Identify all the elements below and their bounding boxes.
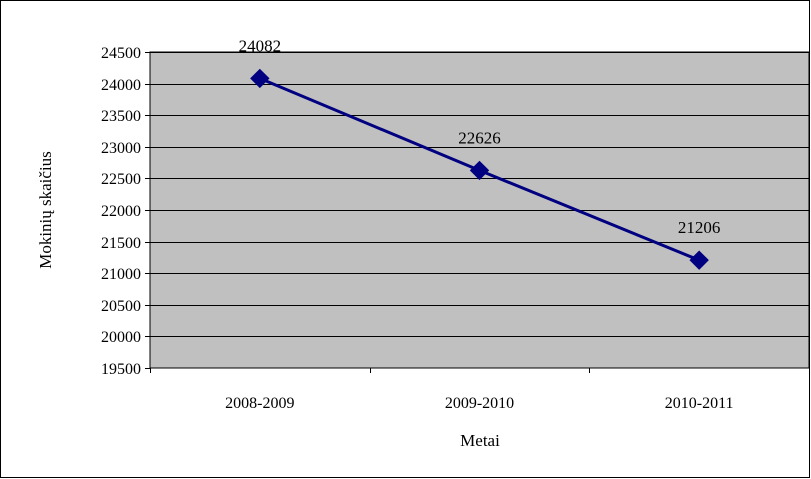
data-label: 21206	[678, 218, 721, 237]
gridlines	[150, 52, 809, 337]
y-tick-label: 20000	[101, 329, 141, 346]
y-tick-label: 21000	[101, 266, 141, 283]
y-tick-label: 22500	[101, 171, 141, 188]
data-label: 24082	[239, 36, 282, 55]
x-axis-title: Metai	[460, 431, 500, 450]
x-tick-label: 2008-2009	[225, 395, 294, 412]
data-label: 22626	[458, 128, 501, 147]
data-points	[250, 68, 709, 270]
y-tick-label: 21500	[101, 235, 141, 252]
x-tick-label: 2009-2010	[445, 395, 514, 412]
y-axis-ticks: 19500 20000 20500 21000 21500 22000 22500 23000…	[101, 45, 150, 378]
y-tick-label: 24500	[101, 45, 141, 62]
y-tick-label: 24000	[101, 77, 141, 94]
y-axis-title: Mokinių skaičius	[36, 151, 55, 269]
data-labels: 24082 22626 21206	[239, 36, 721, 237]
data-point-marker	[689, 250, 709, 270]
data-point-marker	[469, 160, 490, 181]
x-axis-ticks: 2008-2009 2009-2010 2010-2011	[150, 368, 810, 412]
data-point-marker	[250, 68, 270, 89]
y-tick-label: 23500	[101, 108, 141, 125]
x-tick-label: 2010-2011	[665, 395, 734, 412]
y-tick-label: 22000	[101, 203, 141, 220]
y-tick-label: 19500	[101, 361, 141, 378]
y-tick-label: 20500	[101, 298, 141, 315]
y-tick-label: 23000	[101, 140, 141, 157]
